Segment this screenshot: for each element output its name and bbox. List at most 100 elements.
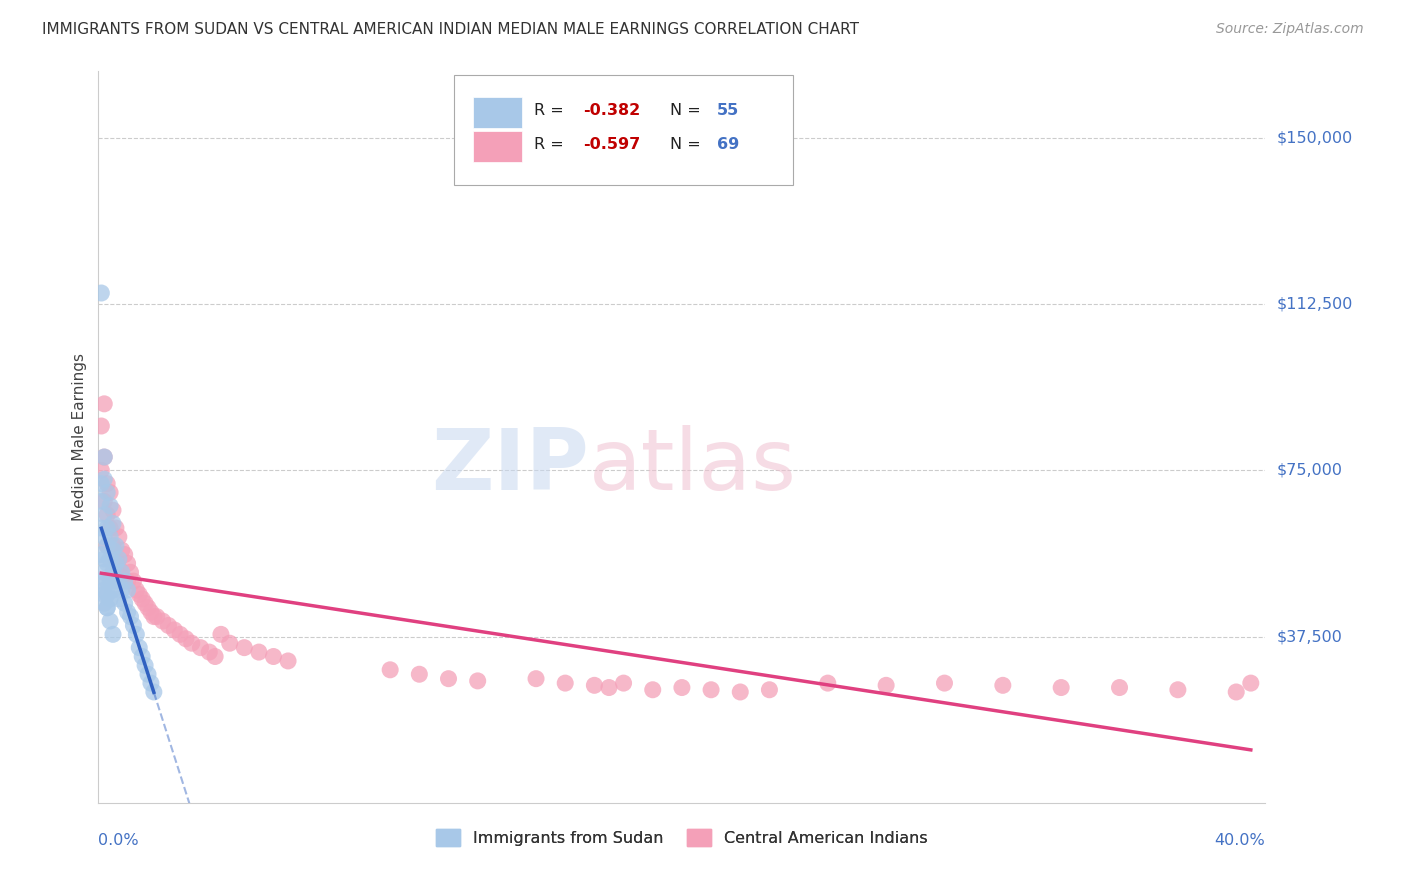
- Point: [90, 463, 112, 477]
- Point: [93, 450, 115, 464]
- Point: [93, 566, 115, 580]
- Point: [122, 618, 145, 632]
- Point: [93, 587, 115, 601]
- Point: [134, 596, 156, 610]
- Point: [96, 539, 118, 553]
- Y-axis label: Median Male Earnings: Median Male Earnings: [72, 353, 87, 521]
- Point: [101, 543, 124, 558]
- Point: [157, 618, 180, 632]
- Point: [128, 587, 150, 601]
- Point: [1225, 685, 1247, 699]
- Point: [817, 676, 839, 690]
- Text: ZIP: ZIP: [430, 425, 589, 508]
- Point: [139, 676, 162, 690]
- Point: [98, 614, 121, 628]
- Point: [117, 582, 139, 597]
- Point: [93, 494, 115, 508]
- Point: [114, 548, 136, 562]
- Point: [98, 552, 121, 566]
- Point: [104, 552, 127, 566]
- Text: N =: N =: [671, 137, 706, 152]
- FancyBboxPatch shape: [454, 75, 793, 185]
- Point: [93, 450, 115, 464]
- Point: [277, 654, 299, 668]
- Point: [671, 681, 693, 695]
- Point: [96, 539, 118, 553]
- Point: [437, 672, 460, 686]
- Point: [108, 574, 131, 589]
- Point: [101, 516, 124, 531]
- Point: [125, 627, 148, 641]
- Point: [218, 636, 240, 650]
- Point: [758, 682, 780, 697]
- Point: [96, 476, 118, 491]
- Point: [104, 557, 127, 571]
- Point: [131, 591, 153, 606]
- Point: [117, 605, 139, 619]
- Text: R =: R =: [534, 103, 568, 118]
- Point: [93, 530, 115, 544]
- Point: [131, 649, 153, 664]
- Text: R =: R =: [534, 137, 568, 152]
- Point: [128, 640, 150, 655]
- Point: [93, 596, 115, 610]
- Point: [90, 476, 112, 491]
- Text: atlas: atlas: [589, 425, 797, 508]
- Point: [108, 591, 131, 606]
- Point: [467, 673, 489, 688]
- Text: 69: 69: [717, 137, 740, 152]
- Point: [117, 574, 139, 589]
- Point: [98, 591, 121, 606]
- Point: [934, 676, 956, 690]
- Point: [90, 285, 112, 300]
- Text: N =: N =: [671, 103, 706, 118]
- Point: [139, 605, 162, 619]
- Point: [122, 574, 145, 589]
- Point: [114, 596, 136, 610]
- Point: [262, 649, 284, 664]
- Point: [1050, 681, 1073, 695]
- Point: [93, 552, 115, 566]
- Point: [142, 685, 165, 699]
- Point: [134, 658, 156, 673]
- Point: [93, 472, 115, 486]
- Point: [96, 574, 118, 589]
- Point: [93, 582, 115, 597]
- Point: [598, 681, 620, 695]
- Text: $37,500: $37,500: [1277, 629, 1343, 644]
- Point: [98, 499, 121, 513]
- Point: [90, 419, 112, 434]
- Point: [120, 566, 142, 580]
- Text: IMMIGRANTS FROM SUDAN VS CENTRAL AMERICAN INDIAN MEDIAN MALE EARNINGS CORRELATIO: IMMIGRANTS FROM SUDAN VS CENTRAL AMERICA…: [42, 22, 859, 37]
- Point: [104, 539, 127, 553]
- Text: Source: ZipAtlas.com: Source: ZipAtlas.com: [1216, 22, 1364, 37]
- Point: [1167, 682, 1189, 697]
- Point: [146, 609, 169, 624]
- Point: [120, 609, 142, 624]
- FancyBboxPatch shape: [472, 97, 522, 128]
- Point: [408, 667, 430, 681]
- Point: [104, 521, 127, 535]
- Point: [641, 682, 664, 697]
- Point: [700, 682, 723, 697]
- Point: [111, 566, 134, 580]
- Point: [101, 539, 124, 553]
- Point: [991, 678, 1014, 692]
- Point: [96, 600, 118, 615]
- Point: [114, 574, 136, 589]
- Point: [96, 587, 118, 601]
- Point: [96, 521, 118, 535]
- Text: -0.382: -0.382: [582, 103, 640, 118]
- Point: [111, 570, 134, 584]
- Point: [142, 609, 165, 624]
- Point: [98, 530, 121, 544]
- Point: [90, 494, 112, 508]
- Point: [1108, 681, 1130, 695]
- Point: [98, 521, 121, 535]
- Point: [96, 508, 118, 522]
- Point: [93, 508, 115, 522]
- Point: [111, 582, 134, 597]
- Text: 55: 55: [717, 103, 740, 118]
- Point: [108, 561, 131, 575]
- Point: [90, 574, 112, 589]
